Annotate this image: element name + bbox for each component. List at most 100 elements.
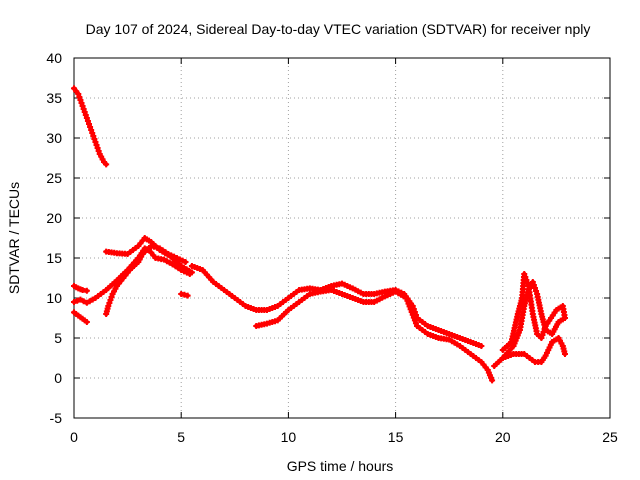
data-point	[139, 237, 146, 244]
data-point	[272, 318, 278, 325]
data-point	[133, 261, 140, 267]
y-tick-label: 0	[54, 370, 62, 386]
series-track-main	[188, 263, 485, 349]
data-point	[124, 269, 131, 276]
y-tick-label: 35	[46, 90, 62, 106]
series-markers	[188, 263, 485, 349]
data-point	[314, 289, 321, 296]
data-point	[537, 308, 544, 315]
x-axis-label: GPS time / hours	[287, 458, 394, 474]
x-tick-label: 0	[70, 429, 78, 445]
series-track-mid-a	[178, 291, 191, 299]
data-point	[83, 287, 90, 294]
data-point	[336, 290, 343, 296]
data-point	[293, 289, 300, 295]
data-point	[379, 294, 386, 301]
series-markers	[71, 283, 90, 294]
data-point	[111, 249, 118, 256]
data-point	[541, 354, 548, 361]
data-point	[422, 321, 429, 327]
data-point	[239, 301, 246, 307]
data-point	[412, 320, 419, 327]
data-point	[518, 351, 525, 357]
data-point	[535, 359, 542, 365]
y-axis-label: SDTVAR / TECUs	[6, 182, 22, 294]
data-point	[547, 341, 554, 348]
data-point	[347, 284, 354, 291]
data-point	[186, 267, 193, 274]
data-point	[507, 352, 514, 358]
series-markers	[103, 235, 195, 276]
data-point	[533, 288, 540, 294]
data-point	[325, 287, 332, 294]
series-track-early-a	[71, 283, 90, 294]
series-trace	[189, 263, 484, 349]
data-point	[443, 336, 450, 343]
y-tick-label: 5	[54, 330, 62, 346]
data-point	[389, 289, 396, 296]
series-track-main-low	[253, 287, 496, 384]
data-point	[95, 148, 102, 154]
data-point	[158, 256, 165, 263]
data-series	[71, 85, 568, 384]
data-point	[464, 349, 471, 355]
data-point	[515, 329, 522, 336]
data-point	[533, 328, 540, 335]
data-point	[73, 284, 80, 291]
data-point	[132, 245, 139, 251]
x-tick-label: 10	[281, 429, 297, 445]
data-point	[514, 313, 521, 320]
data-point	[347, 294, 354, 300]
y-tick-label: 25	[46, 170, 62, 186]
series-track-late-c	[499, 335, 568, 365]
data-point	[464, 338, 471, 344]
data-point	[529, 357, 536, 363]
data-point	[77, 296, 84, 303]
data-point	[454, 341, 461, 348]
chart-title: Day 107 of 2024, Sidereal Day-to-day VTE…	[86, 21, 591, 37]
data-point	[229, 293, 236, 299]
data-point	[77, 286, 84, 293]
y-tick-label: 20	[46, 210, 62, 226]
data-point	[336, 281, 343, 288]
data-point	[282, 297, 289, 303]
data-point	[379, 289, 386, 296]
data-point	[482, 364, 489, 371]
data-point	[108, 294, 115, 300]
data-point	[261, 321, 268, 328]
data-point	[100, 289, 107, 295]
data-point	[75, 312, 82, 319]
data-point	[558, 340, 565, 347]
series-markers	[499, 271, 568, 353]
data-point	[111, 279, 118, 286]
data-point	[488, 374, 495, 381]
data-point	[164, 251, 171, 258]
data-point	[118, 277, 125, 284]
data-point	[293, 301, 300, 307]
data-point	[78, 100, 85, 106]
data-point	[73, 88, 80, 95]
grid-lines	[74, 58, 610, 418]
series-markers	[178, 291, 191, 299]
data-point	[283, 309, 290, 316]
series-markers	[499, 335, 568, 365]
data-point	[146, 237, 153, 244]
data-point	[261, 307, 268, 313]
data-point	[218, 285, 225, 291]
data-point	[112, 285, 119, 292]
y-tick-label: 30	[46, 130, 62, 146]
axis-ticks: 0 5 10 15 20 25 -5 0 5 10 15 20 25 30 35 40	[46, 50, 618, 445]
data-point	[91, 136, 98, 142]
data-point	[546, 329, 553, 336]
data-point	[475, 342, 482, 348]
data-point	[368, 299, 375, 305]
data-point	[250, 306, 257, 312]
x-tick-label: 5	[177, 429, 185, 445]
data-point	[208, 276, 215, 283]
series-markers	[253, 287, 496, 384]
data-point	[181, 291, 188, 298]
data-point	[272, 304, 278, 310]
data-point	[74, 297, 81, 304]
data-point	[432, 334, 439, 340]
series-track-late-b	[499, 271, 568, 353]
